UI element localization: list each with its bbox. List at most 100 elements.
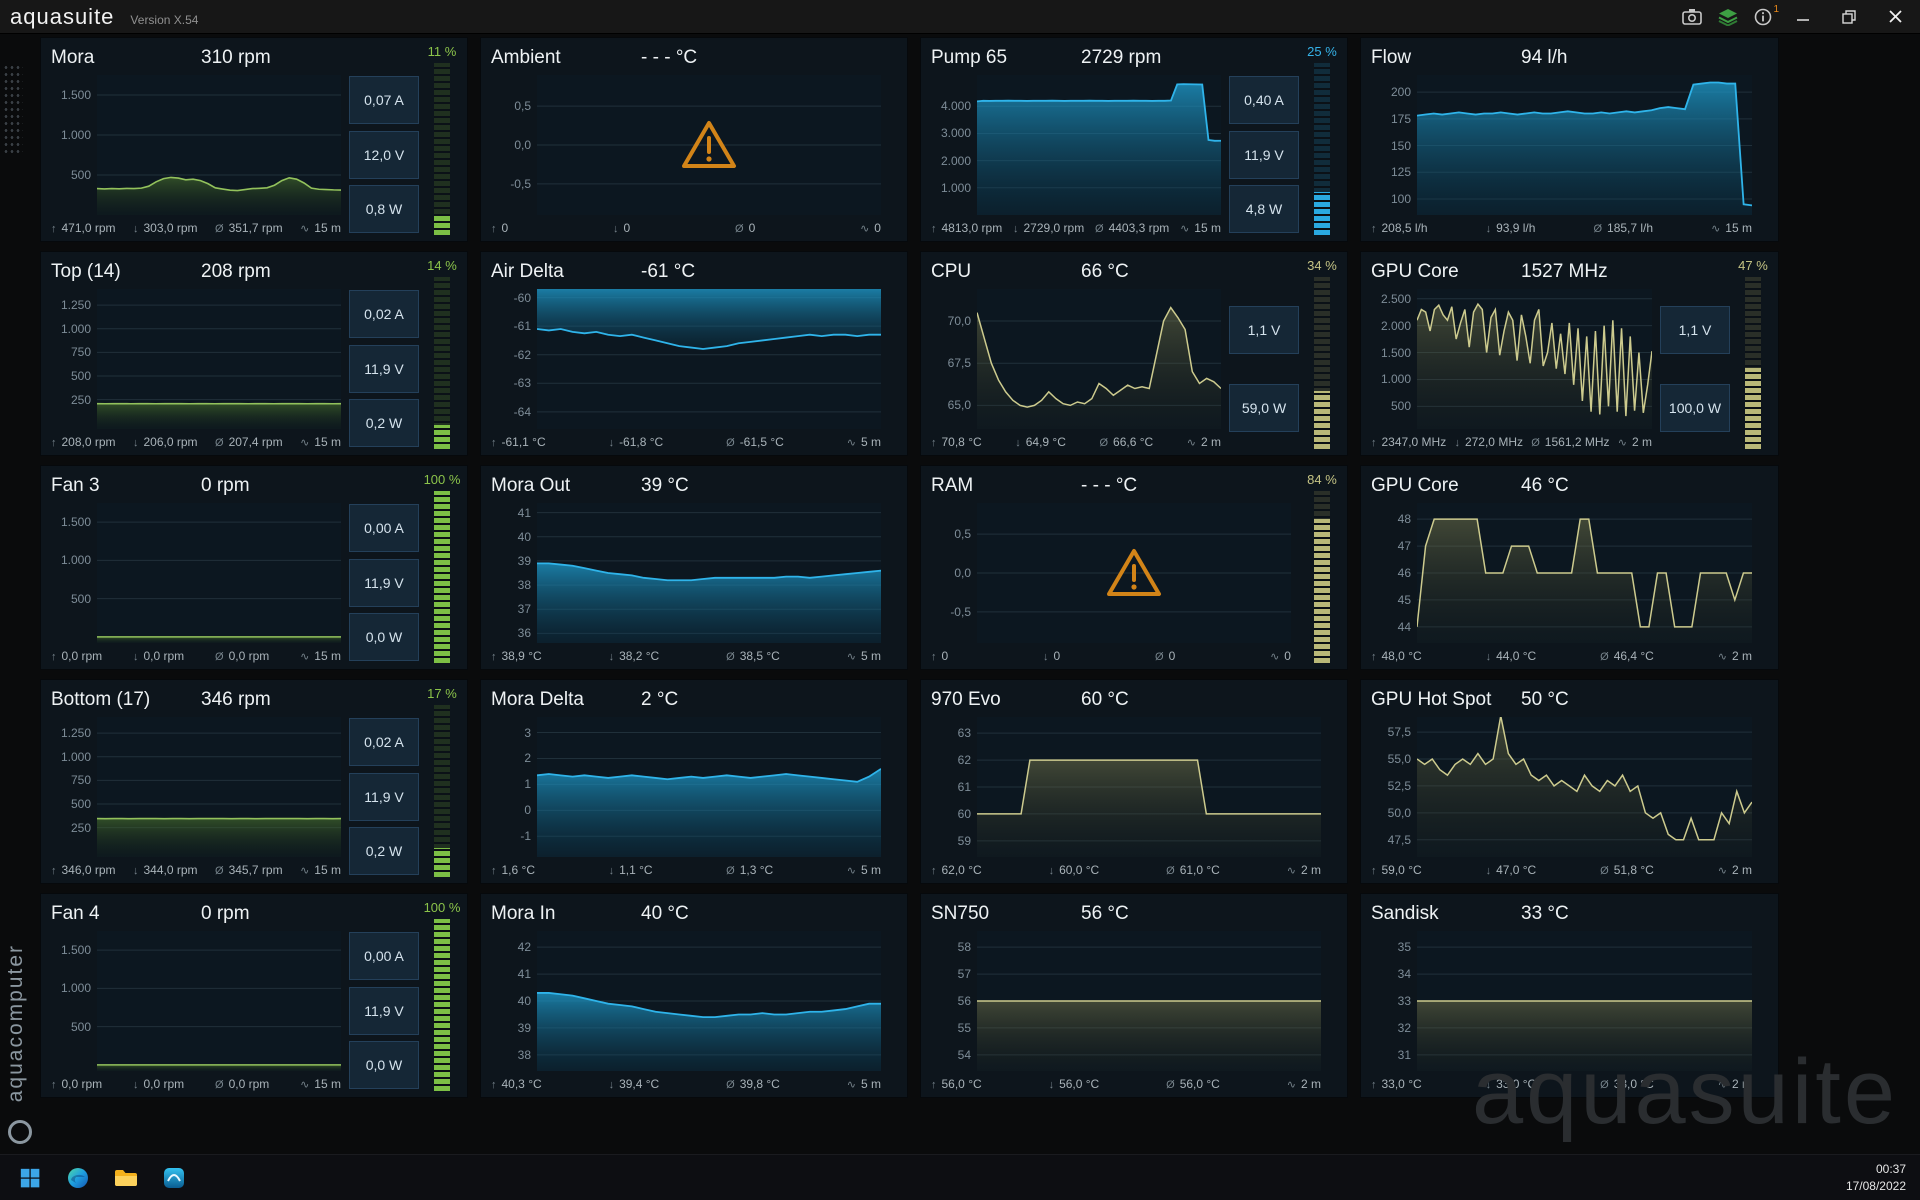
panel-value: 208 rpm [201, 261, 271, 282]
panel-chart-area: 0,5 0,0 -0,5 [931, 503, 1291, 643]
time-stat-icon: ∿ [1711, 223, 1721, 235]
y-axis-labels: 42 41 40 39 38 [491, 931, 537, 1071]
y-tick-label: 44 [1397, 619, 1411, 634]
restore-button[interactable] [1834, 4, 1864, 30]
warning-icon [977, 503, 1291, 643]
y-axis-labels: 63 62 61 60 59 [931, 717, 977, 857]
panel-bottom-17-[interactable]: Bottom (17) 346 rpm 1.250 1.000 750 500 250 … [40, 679, 468, 884]
gauge-bar [434, 277, 450, 449]
file-explorer-icon[interactable] [110, 1160, 142, 1196]
chart [97, 931, 341, 1071]
panel-air-delta[interactable]: Air Delta -61 °C -60 -61 -62 -63 -64 ↑ -61,1 … [480, 251, 908, 456]
panel-fan-4[interactable]: Fan 4 0 rpm 1.500 1.000 500 0,00 A 11,9 V 0,… [40, 893, 468, 1098]
y-tick-label: 250 [70, 392, 91, 407]
value-box: 12,0 V [349, 130, 419, 179]
panel-cpu[interactable]: CPU 66 °C 70,0 67,5 65,0 1,1 V 59,0 W 34 % … [920, 251, 1348, 456]
panel-sn750[interactable]: SN750 56 °C 58 57 56 55 54 ↑ 56,0 °C ↓ 56,0 °C Ø… [920, 893, 1348, 1098]
layers-icon[interactable] [1718, 8, 1738, 26]
info-icon[interactable]: 1 [1754, 4, 1779, 26]
panel-title: GPU Core [1371, 261, 1459, 282]
panel-ram[interactable]: RAM - - - °C 0,5 0,0 -0,5 84 % ↑ 0 ↓ 0 Ø 0 ∿ 0 [920, 465, 1348, 670]
stat-max: ↑ 62,0 °C [931, 863, 982, 877]
panel-title: Fan 3 [51, 475, 100, 496]
close-button[interactable] [1880, 4, 1910, 30]
panel-mora-out[interactable]: Mora Out 39 °C 41 40 39 38 37 36 ↑ 38,9 °C ↓ 38,… [480, 465, 908, 670]
avg-stat-icon: Ø [726, 1079, 735, 1091]
avg-stat-icon: Ø [726, 437, 735, 449]
value-box: 11,9 V [349, 986, 419, 1035]
panel-pump-65[interactable]: Pump 65 2729 rpm 4.000 3.000 2.000 1.000 0,… [920, 37, 1348, 242]
panel-chart-area: 63 62 61 60 59 [931, 717, 1321, 857]
min-stat-icon: ↓ [133, 1079, 139, 1091]
y-tick-label: 0,5 [514, 99, 531, 114]
stat-time: ∿ 2 m [1617, 435, 1652, 449]
panel-fan-3[interactable]: Fan 3 0 rpm 1.500 1.000 500 0,00 A 11,9 V 0,… [40, 465, 468, 670]
y-axis-labels: 4.000 3.000 2.000 1.000 [931, 75, 977, 215]
taskbar-clock[interactable]: 00:37 17/08/2022 [1846, 1161, 1906, 1193]
stat-time: ∿ 2 m [1717, 649, 1752, 663]
stat-min: ↓ 44,0 °C [1485, 649, 1537, 663]
panel-ambient[interactable]: Ambient - - - °C 0,5 0,0 -0,5 ↑ 0 ↓ 0 Ø 0 ∿ 0 [480, 37, 908, 242]
gauge-fill [434, 216, 450, 235]
y-tick-label: -61 [513, 319, 531, 334]
panel-chart-area: 58 57 56 55 54 [931, 931, 1321, 1071]
panel-chart-area: 0,5 0,0 -0,5 [491, 75, 881, 215]
edge-browser-icon[interactable] [62, 1160, 94, 1196]
min-stat-icon: ↓ [608, 437, 615, 449]
minimize-button[interactable] [1788, 4, 1818, 30]
gauge-percent: 100 % [423, 472, 461, 487]
panel-stats: ↑ 33,0 °C ↓ 33,0 °C Ø 33,0 °C ∿ 2 m [1371, 1071, 1752, 1091]
y-tick-label: 1.500 [60, 515, 91, 530]
y-tick-label: 42 [517, 940, 531, 955]
y-tick-label: 58 [957, 940, 971, 955]
aquasuite-app-icon[interactable] [158, 1160, 190, 1196]
y-axis-labels: 200 175 150 125 100 [1371, 75, 1417, 215]
chart [537, 717, 881, 857]
panel-gpu-core[interactable]: GPU Core 46 °C 48 47 46 45 44 ↑ 48,0 °C ↓ 44,0 … [1360, 465, 1779, 670]
panel-title: Mora Out [491, 475, 571, 496]
y-tick-label: 150 [1390, 138, 1411, 153]
chart [977, 75, 1221, 215]
panel-mora-delta[interactable]: Mora Delta 2 °C 3 2 1 0 -1 ↑ 1,6 °C ↓ 1,1 °C Ø 1,… [480, 679, 908, 884]
avg-stat-icon: Ø [1600, 1079, 1609, 1091]
panel-stats: ↑ 0 ↓ 0 Ø 0 ∿ 0 [491, 215, 881, 235]
y-tick-label: 500 [1390, 399, 1411, 414]
y-tick-label: 1 [524, 777, 531, 792]
stat-max: ↑ 0,0 rpm [51, 1077, 103, 1091]
panel-mora-in[interactable]: Mora In 40 °C 42 41 40 39 38 ↑ 40,3 °C ↓ 39,4 °… [480, 893, 908, 1098]
gauge-fill [434, 424, 450, 449]
panel-value: 33 °C [1521, 903, 1569, 924]
y-tick-label: 0,0 [954, 566, 971, 580]
info-badge: 1 [1773, 3, 1779, 15]
y-tick-label: 62 [957, 753, 971, 768]
gauge-fill [1745, 368, 1761, 449]
value-box: 4,8 W [1229, 185, 1299, 233]
gauge: 47 % [1738, 257, 1768, 449]
screenshot-camera-icon[interactable] [1682, 8, 1702, 25]
y-tick-label: 55,0 [1387, 752, 1411, 766]
panel-gpu-core[interactable]: GPU Core 1527 MHz 2.500 2.000 1.500 1.000 50… [1360, 251, 1779, 456]
y-tick-label: 100 [1390, 191, 1411, 206]
y-tick-label: 59 [957, 833, 971, 848]
start-button[interactable] [14, 1160, 46, 1196]
max-stat-icon: ↑ [491, 437, 497, 449]
stat-min: ↓ 39,4 °C [608, 1077, 660, 1091]
aquacomputer-logo-icon [8, 1120, 32, 1144]
value-boxes: 0,02 A 11,9 V 0,2 W [349, 715, 419, 877]
panel-flow[interactable]: Flow 94 l/h 200 175 150 125 100 ↑ 208,5 l/h ↓ 9… [1360, 37, 1779, 242]
panel-stats: ↑ 40,3 °C ↓ 39,4 °C Ø 39,8 °C ∿ 5 m [491, 1071, 881, 1091]
panel-value: 2 °C [641, 689, 679, 710]
value-boxes: 0,07 A 12,0 V 0,8 W [349, 73, 419, 235]
panel-sandisk[interactable]: Sandisk 33 °C 35 34 33 32 31 ↑ 33,0 °C ↓ 33,0 °… [1360, 893, 1779, 1098]
stat-time: ∿ 5 m [846, 1077, 881, 1091]
y-tick-label: 63 [957, 726, 971, 741]
panel-top-14-[interactable]: Top (14) 208 rpm 1.250 1.000 750 500 250 0,0… [40, 251, 468, 456]
y-tick-label: 70,0 [947, 314, 971, 329]
panel-gpu-hot-spot[interactable]: GPU Hot Spot 50 °C 57,5 55,0 52,5 50,0 47,5 … [1360, 679, 1779, 884]
panel-970-evo[interactable]: 970 Evo 60 °C 63 62 61 60 59 ↑ 62,0 °C ↓ 60,0 °… [920, 679, 1348, 884]
chart [977, 503, 1291, 643]
min-stat-icon: ↓ [608, 1079, 615, 1091]
y-tick-label: 1.500 [60, 943, 91, 958]
